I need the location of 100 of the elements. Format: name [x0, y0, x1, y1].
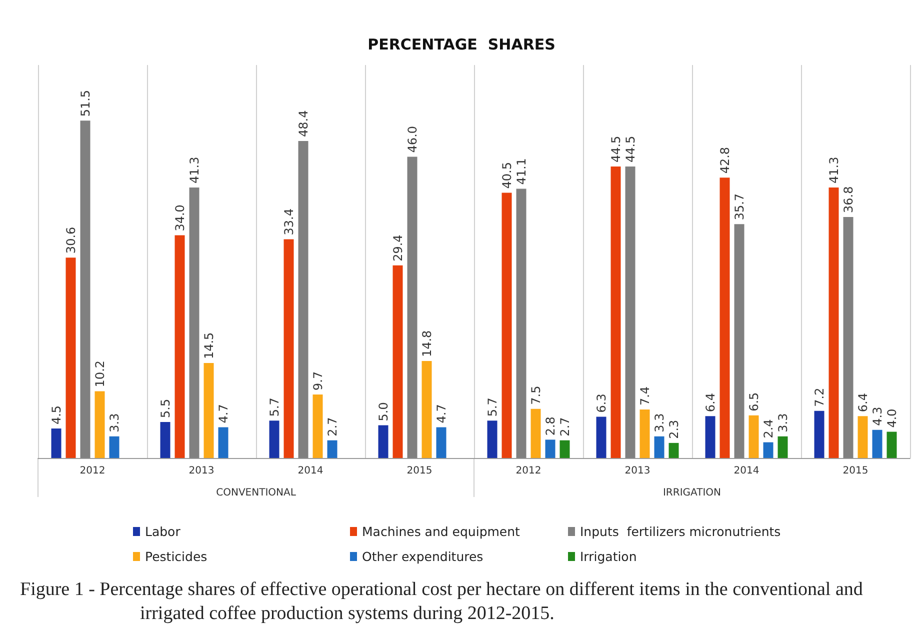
data-label: 4.5	[49, 405, 64, 425]
text: IRRIGATION	[662, 488, 722, 498]
caption: Figure 1 - Percentage shares of effective operational cost per hectare on different items in the conventional and irrigated coffee production systems during 2012-2015.	[20, 578, 864, 626]
bar	[422, 361, 432, 458]
data-label: 2.3	[666, 420, 681, 439]
x-tick-label: 2015	[842, 466, 868, 476]
x-tick-label: 2012	[80, 466, 106, 476]
text: CONVENTIONAL	[216, 488, 296, 498]
bar	[204, 363, 214, 458]
legend-label: Irrigation	[580, 549, 637, 564]
bar	[502, 192, 512, 458]
data-label: 6.3	[594, 394, 608, 413]
bar	[625, 166, 636, 458]
chart-title: PERCENTAGE SHARES	[368, 36, 556, 54]
data-label: 2.7	[558, 417, 572, 436]
data-label: 2.4	[761, 419, 776, 438]
bar	[560, 440, 570, 458]
bar	[392, 265, 403, 458]
bar	[516, 188, 526, 458]
bar	[828, 187, 839, 458]
legend-label: Pesticides	[145, 549, 208, 564]
data-label: 4.7	[216, 404, 230, 424]
data-label: 3.3	[776, 413, 790, 432]
bar	[436, 427, 446, 458]
data-label: 3.3	[652, 413, 666, 432]
legend-label: Inputs fertilizers micronutrients	[580, 524, 781, 539]
data-label: 6.4	[856, 392, 870, 412]
data-label: 42.8	[718, 146, 732, 174]
data-label: 3.3	[107, 413, 122, 432]
bar	[734, 224, 744, 458]
bar	[654, 436, 664, 458]
bar	[407, 156, 418, 458]
bar	[886, 432, 897, 458]
data-label: 29.4	[390, 234, 405, 262]
bar	[174, 235, 185, 458]
bar	[66, 258, 76, 458]
data-label: 48.4	[296, 110, 310, 137]
legend-label: Labor	[145, 524, 182, 539]
bar	[109, 436, 120, 458]
x-tick-label: 2013	[624, 466, 650, 476]
data-label: 14.5	[202, 332, 216, 360]
bar	[218, 427, 228, 458]
data-label: 6.4	[703, 392, 718, 412]
data-label: 41.3	[826, 156, 841, 184]
bar	[720, 178, 730, 458]
data-label: 5.7	[485, 398, 500, 417]
data-label: 40.5	[500, 162, 514, 189]
bar	[705, 416, 716, 458]
x-tick-label: 2012	[516, 466, 542, 476]
data-label: 2.7	[325, 417, 340, 436]
x-tick-label: 2015	[406, 466, 432, 476]
bar	[530, 408, 541, 458]
data-label: 34.0	[172, 204, 187, 232]
x-tick-label: 2014	[298, 466, 324, 476]
data-label: 14.8	[420, 330, 434, 358]
bar	[284, 239, 294, 458]
bar	[298, 140, 308, 458]
data-label: 10.2	[92, 360, 107, 388]
data-label: 30.6	[64, 226, 78, 254]
bar	[94, 391, 105, 458]
bar	[189, 187, 200, 458]
data-label: 44.5	[608, 136, 623, 163]
bar	[610, 166, 621, 458]
bar	[843, 216, 854, 458]
bar	[814, 410, 824, 458]
x-tick-label: 2013	[188, 466, 214, 476]
data-label: 5.7	[267, 398, 282, 417]
data-label: 6.5	[746, 392, 761, 412]
bar	[312, 394, 323, 458]
x-tick-label: 2014	[734, 466, 760, 476]
legend-label: Machines and equipment	[362, 524, 520, 539]
data-label: 4.3	[870, 406, 884, 426]
data-label: 5.0	[376, 402, 390, 422]
data-label: 46.0	[405, 126, 420, 153]
bar	[640, 410, 650, 458]
data-label: 4.7	[434, 404, 448, 424]
data-label: 41.3	[187, 156, 202, 184]
data-label: 2.8	[543, 416, 558, 436]
bar	[763, 442, 774, 458]
data-label: 9.7	[310, 371, 325, 390]
data-label: 7.4	[638, 386, 652, 406]
bar	[545, 440, 556, 458]
legend-label: Other expenditures	[362, 549, 484, 564]
data-label: 7.2	[812, 388, 826, 407]
bar	[327, 440, 338, 458]
bar	[668, 442, 679, 458]
bar	[160, 422, 170, 458]
bar	[858, 416, 868, 458]
data-label: 51.5	[78, 90, 92, 117]
data-label: 33.4	[282, 208, 296, 236]
bar	[596, 416, 606, 458]
data-label: 35.7	[732, 193, 746, 220]
bar	[269, 420, 280, 458]
bar	[778, 436, 788, 458]
bar	[487, 420, 498, 458]
bar	[872, 430, 882, 458]
data-label: 36.8	[841, 186, 856, 213]
bar	[378, 425, 388, 458]
data-label: 41.1	[514, 158, 528, 185]
data-label: 7.5	[528, 386, 543, 405]
